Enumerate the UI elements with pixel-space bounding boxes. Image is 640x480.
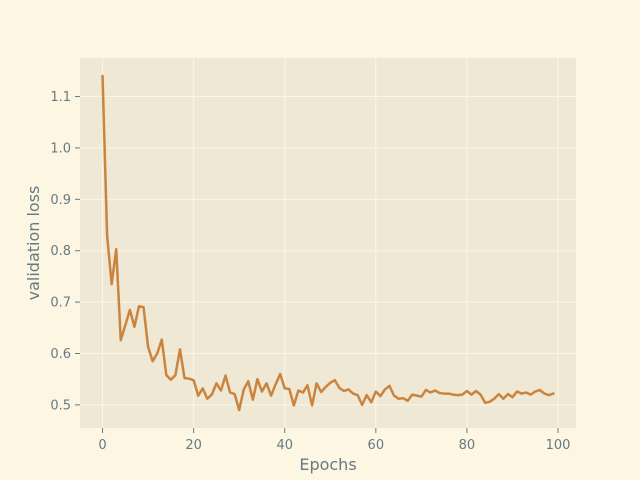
x-tick-label: 100: [546, 438, 571, 453]
y-tick-label: 1.0: [50, 141, 71, 156]
x-axis-label: Epochs: [299, 455, 356, 474]
axis-ticks: 0 20 40 60 80 100 0.5 0.6 0.7 0.8 0.9 1.0 1.1: [50, 90, 570, 453]
x-tick-label: 80: [459, 438, 476, 453]
series-line: [101, 74, 555, 412]
grid: [80, 58, 576, 428]
y-tick-label: 1.1: [50, 90, 71, 105]
x-tick-label: 40: [276, 438, 293, 453]
x-tick-label: 20: [185, 438, 202, 453]
y-tick-label: 0.9: [50, 193, 71, 208]
x-tick-label: 0: [98, 438, 106, 453]
x-tick-label: 60: [368, 438, 385, 453]
y-tick-label: 0.5: [50, 398, 71, 413]
y-tick-label: 0.7: [50, 296, 71, 311]
y-axis-label: validation loss: [24, 186, 43, 301]
y-tick-label: 0.8: [50, 244, 71, 259]
y-tick-label: 0.6: [50, 347, 71, 362]
plot-area: [80, 58, 576, 428]
